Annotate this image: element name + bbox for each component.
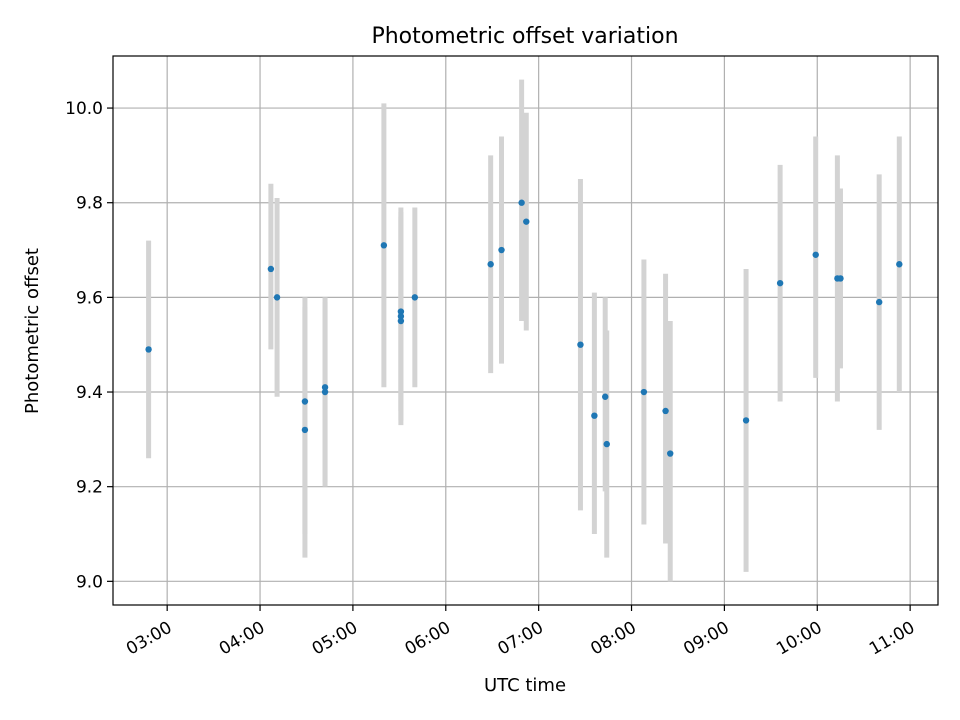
data-point — [518, 199, 525, 206]
data-point — [667, 450, 674, 457]
y-tick-label: 9.0 — [76, 572, 103, 592]
data-point — [602, 393, 609, 400]
data-point — [321, 384, 329, 391]
data-point — [776, 279, 784, 287]
data-point — [397, 313, 405, 320]
data-point — [875, 298, 883, 306]
data-point — [321, 388, 329, 396]
data-point — [397, 308, 405, 315]
data-point — [896, 261, 903, 268]
data-point — [577, 341, 584, 348]
data-point — [742, 417, 750, 424]
data-point — [812, 251, 819, 258]
plot-frame — [112, 55, 939, 606]
data-point — [498, 246, 505, 254]
data-point — [603, 440, 610, 448]
data-point — [662, 407, 669, 415]
data-point — [145, 346, 152, 353]
y-tick-label: 9.4 — [76, 383, 103, 403]
y-axis-ticks: 9.0 9.2 9.4 9.6 9.8 10.0 — [65, 99, 113, 592]
data-point — [411, 294, 419, 301]
data-point — [301, 426, 309, 434]
data-point — [397, 317, 405, 325]
data-point — [640, 388, 648, 396]
data-point — [273, 294, 281, 301]
data-point — [487, 261, 494, 268]
y-tick-label: 9.6 — [76, 288, 103, 308]
y-tick-label: 9.2 — [76, 478, 103, 498]
data-point — [267, 265, 275, 273]
x-axis-label: UTC time — [484, 675, 566, 696]
chart-title: Photometric offset variation — [371, 24, 678, 49]
data-point — [591, 412, 598, 419]
data-point — [380, 242, 388, 249]
y-tick-label: 9.8 — [76, 194, 103, 214]
data-point — [301, 398, 309, 405]
data-point — [837, 275, 844, 282]
data-points — [145, 199, 903, 457]
y-axis-label: Photometric offset — [22, 248, 43, 414]
data-point — [523, 218, 530, 225]
y-tick-label: 10.0 — [65, 99, 103, 119]
